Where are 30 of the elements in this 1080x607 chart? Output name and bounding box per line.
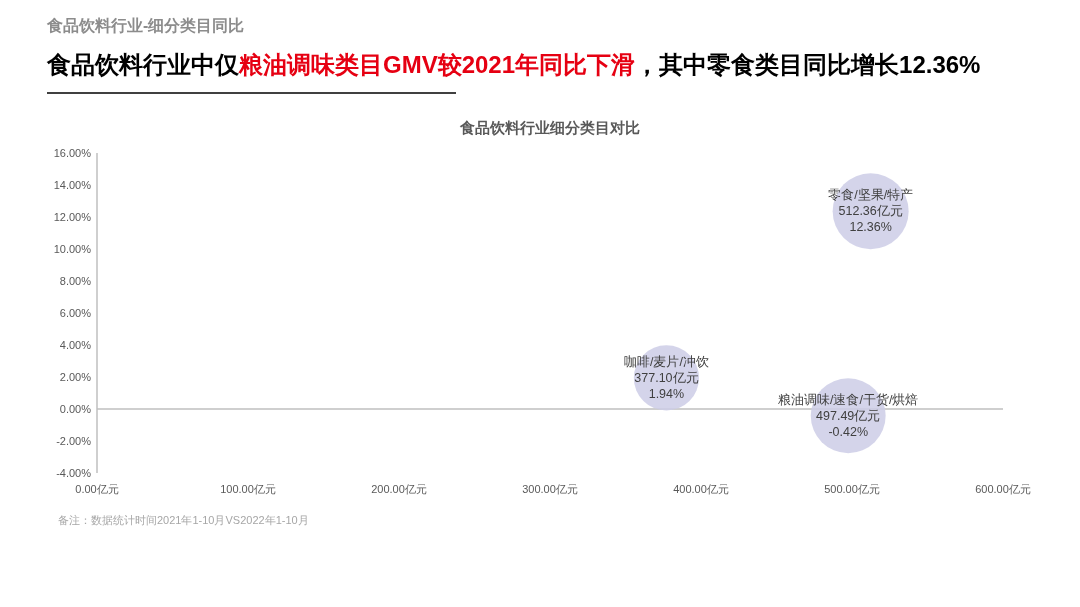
text: 备注：数据统计时间2021年1-10月VS2022年1-10月: [58, 513, 309, 528]
x-tick-label: 500.00亿元: [824, 483, 880, 495]
y-tick-label: -4.00%: [56, 467, 92, 479]
x-tick-label: 400.00亿元: [673, 483, 729, 495]
y-tick-label: 2.00%: [59, 371, 92, 383]
x-tick-label: 0.00亿元: [75, 483, 119, 495]
series-label: 粮油调味/速食/干货/烘焙: [778, 392, 919, 407]
y-tick-label: 4.00%: [59, 339, 92, 351]
data-label: 497.49亿元 -0.42%: [816, 408, 881, 439]
y-tick-label: 6.00%: [59, 307, 92, 319]
x-tick-label: 100.00亿元: [220, 483, 276, 495]
data-label: 377.10亿元 1.94%: [634, 370, 699, 401]
y-tick-label: 10.00%: [53, 243, 92, 255]
text: 食品饮料行业-细分类目同比: [47, 16, 245, 36]
y-tick-label: 12.00%: [53, 211, 92, 223]
x-tick-label: 200.00亿元: [371, 483, 427, 495]
y-tick-label: 0.00%: [59, 403, 92, 415]
x-tick-label: 300.00亿元: [522, 483, 578, 495]
y-tick-label: 8.00%: [59, 275, 92, 287]
y-tick-label: 16.00%: [53, 147, 92, 159]
text: ，其中零食类目同比增长12.36%: [635, 51, 981, 78]
text: 食品饮料行业中仅: [47, 51, 239, 78]
data-label: 512.36亿元 12.36%: [838, 204, 903, 235]
chart-title: 食品饮料行业细分类目对比: [459, 119, 640, 136]
y-tick-label: -2.00%: [56, 435, 92, 447]
text: 粮油调味类目GMV较2021年同比下滑: [239, 51, 636, 78]
x-tick-label: 600.00亿元: [975, 483, 1031, 495]
y-tick-label: 14.00%: [53, 179, 92, 191]
series-label: 咖啡/麦片/冲饮: [623, 354, 709, 369]
series-label: 零食/坚果/特产: [828, 188, 914, 203]
